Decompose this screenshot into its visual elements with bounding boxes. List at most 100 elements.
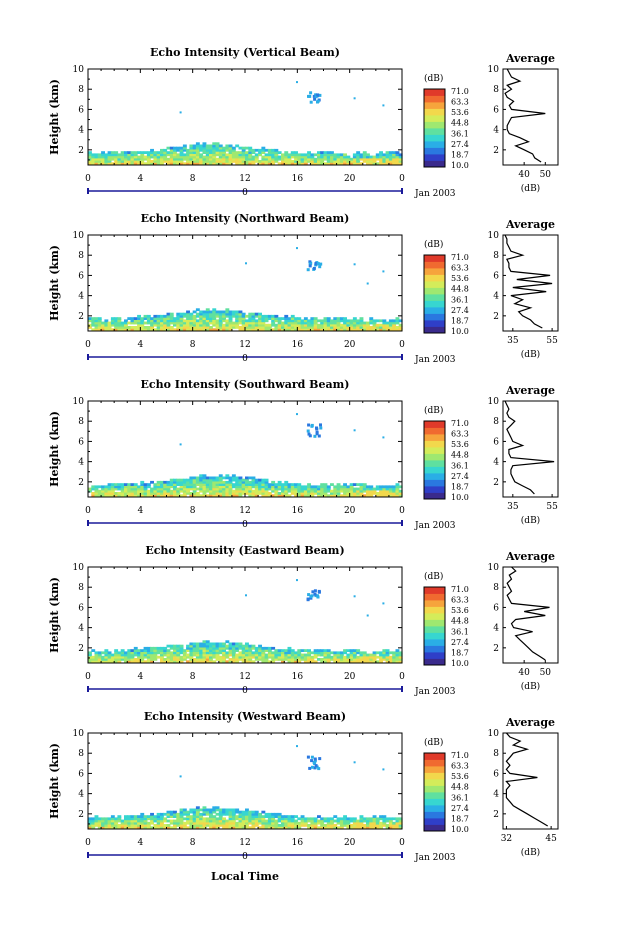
heatmap-cell — [133, 487, 138, 491]
heatmap-cell — [97, 317, 102, 320]
x-tick-label: 0 — [399, 838, 405, 848]
x-tick-label: 20 — [344, 340, 356, 350]
heatmap-cell — [264, 658, 269, 661]
heatmap-cell — [395, 326, 400, 329]
heatmap-cell — [382, 270, 385, 273]
heatmap-cell — [195, 812, 200, 816]
heatmap-cell — [199, 487, 204, 491]
heatmap-cell — [392, 321, 397, 325]
heatmap-cell — [235, 160, 240, 163]
heatmap-cell — [352, 821, 357, 825]
heatmap-cell — [107, 489, 112, 493]
heatmap-cell — [166, 812, 171, 816]
heatmap-cell — [245, 653, 249, 657]
heatmap-cell — [209, 649, 213, 652]
heatmap-cell — [110, 319, 115, 323]
heatmap-cell — [228, 148, 233, 152]
heatmap-cell — [271, 157, 276, 161]
heatmap-cell — [225, 819, 230, 823]
heatmap-cell — [379, 658, 383, 661]
heatmap-cell — [189, 160, 194, 163]
heatmap-cell — [274, 492, 279, 495]
heatmap-cell — [228, 153, 233, 157]
heatmap-cell — [326, 317, 331, 320]
heatmap-cell — [248, 821, 253, 825]
heatmap-cell — [245, 658, 249, 661]
heatmap-cell — [245, 642, 249, 646]
heatmap-cell — [143, 157, 148, 161]
heatmap-cell — [199, 655, 204, 659]
heatmap-cell — [150, 162, 154, 166]
heatmap-cell — [150, 148, 154, 152]
heatmap-cell — [166, 146, 171, 150]
heatmap-cell — [137, 319, 141, 323]
heatmap-cell — [235, 642, 240, 646]
heatmap-cell — [120, 649, 125, 652]
heatmap-cell — [231, 489, 236, 493]
heatmap-cell — [366, 489, 370, 493]
heatmap-cell — [218, 655, 223, 659]
heatmap-cell — [104, 319, 109, 323]
heatmap-cell — [225, 476, 230, 480]
heatmap-cell — [372, 821, 377, 825]
heatmap-cell — [143, 649, 148, 652]
heatmap-cell — [310, 819, 315, 823]
heatmap-cell — [133, 649, 138, 652]
x-tick-label: 0 — [85, 506, 91, 516]
colorbar-tick-label: 44.8 — [451, 285, 469, 294]
heatmap-cell — [166, 483, 171, 486]
heatmap-cell — [88, 155, 92, 159]
heatmap-cell — [137, 321, 141, 325]
heatmap-cell — [369, 826, 374, 830]
heatmap-cell — [330, 323, 334, 327]
heatmap-cell — [146, 326, 151, 329]
heatmap-cell — [212, 308, 217, 312]
heatmap-cell — [231, 312, 236, 316]
heatmap-cell — [169, 651, 174, 655]
heatmap-cell — [97, 326, 102, 329]
heatmap-cell — [258, 326, 262, 329]
heatmap-cell — [192, 476, 197, 480]
heatmap-cell — [110, 658, 115, 661]
heatmap-cell — [101, 157, 105, 161]
heatmap-cell — [140, 317, 145, 320]
heatmap-cell — [277, 328, 282, 332]
heatmap-cell — [228, 485, 233, 489]
heatmap-cell — [284, 480, 289, 484]
heatmap-cell — [130, 824, 135, 827]
heatmap-cell — [160, 483, 164, 486]
heatmap-cell — [104, 655, 109, 659]
heatmap-cell — [186, 321, 190, 325]
heatmap-cell — [261, 317, 266, 320]
heatmap-cell — [310, 759, 314, 763]
heatmap-cell — [261, 660, 266, 664]
heatmap-cell — [251, 821, 256, 825]
heatmap-cell — [254, 319, 259, 323]
heatmap-cell — [379, 489, 383, 493]
heatmap-cell — [137, 160, 141, 163]
heatmap-cell — [218, 642, 223, 646]
heatmap-cell — [379, 157, 383, 161]
heatmap-cell — [91, 819, 96, 823]
heatmap-cell — [179, 810, 184, 814]
heatmap-cell — [398, 157, 403, 161]
heatmap-cell — [248, 826, 253, 830]
heatmap-cell — [186, 314, 190, 318]
heatmap-cell — [398, 655, 403, 659]
heatmap-cell — [124, 160, 128, 163]
heatmap-cell — [150, 660, 154, 664]
heatmap-cell — [366, 494, 370, 498]
heatmap-cell — [153, 314, 158, 318]
heatmap-cell — [398, 817, 403, 821]
heatmap-cell — [313, 97, 317, 101]
heatmap-cell — [173, 810, 177, 814]
heatmap-cell — [202, 480, 207, 484]
heatmap-cell — [310, 824, 315, 827]
heatmap-cell — [294, 819, 298, 823]
x-tick-label: 12 — [239, 506, 250, 516]
heatmap-cell — [248, 817, 253, 821]
heatmap-cell — [385, 824, 390, 827]
heatmap-cell — [385, 817, 390, 821]
heatmap-cell — [195, 323, 200, 327]
heatmap-cell — [195, 655, 200, 659]
